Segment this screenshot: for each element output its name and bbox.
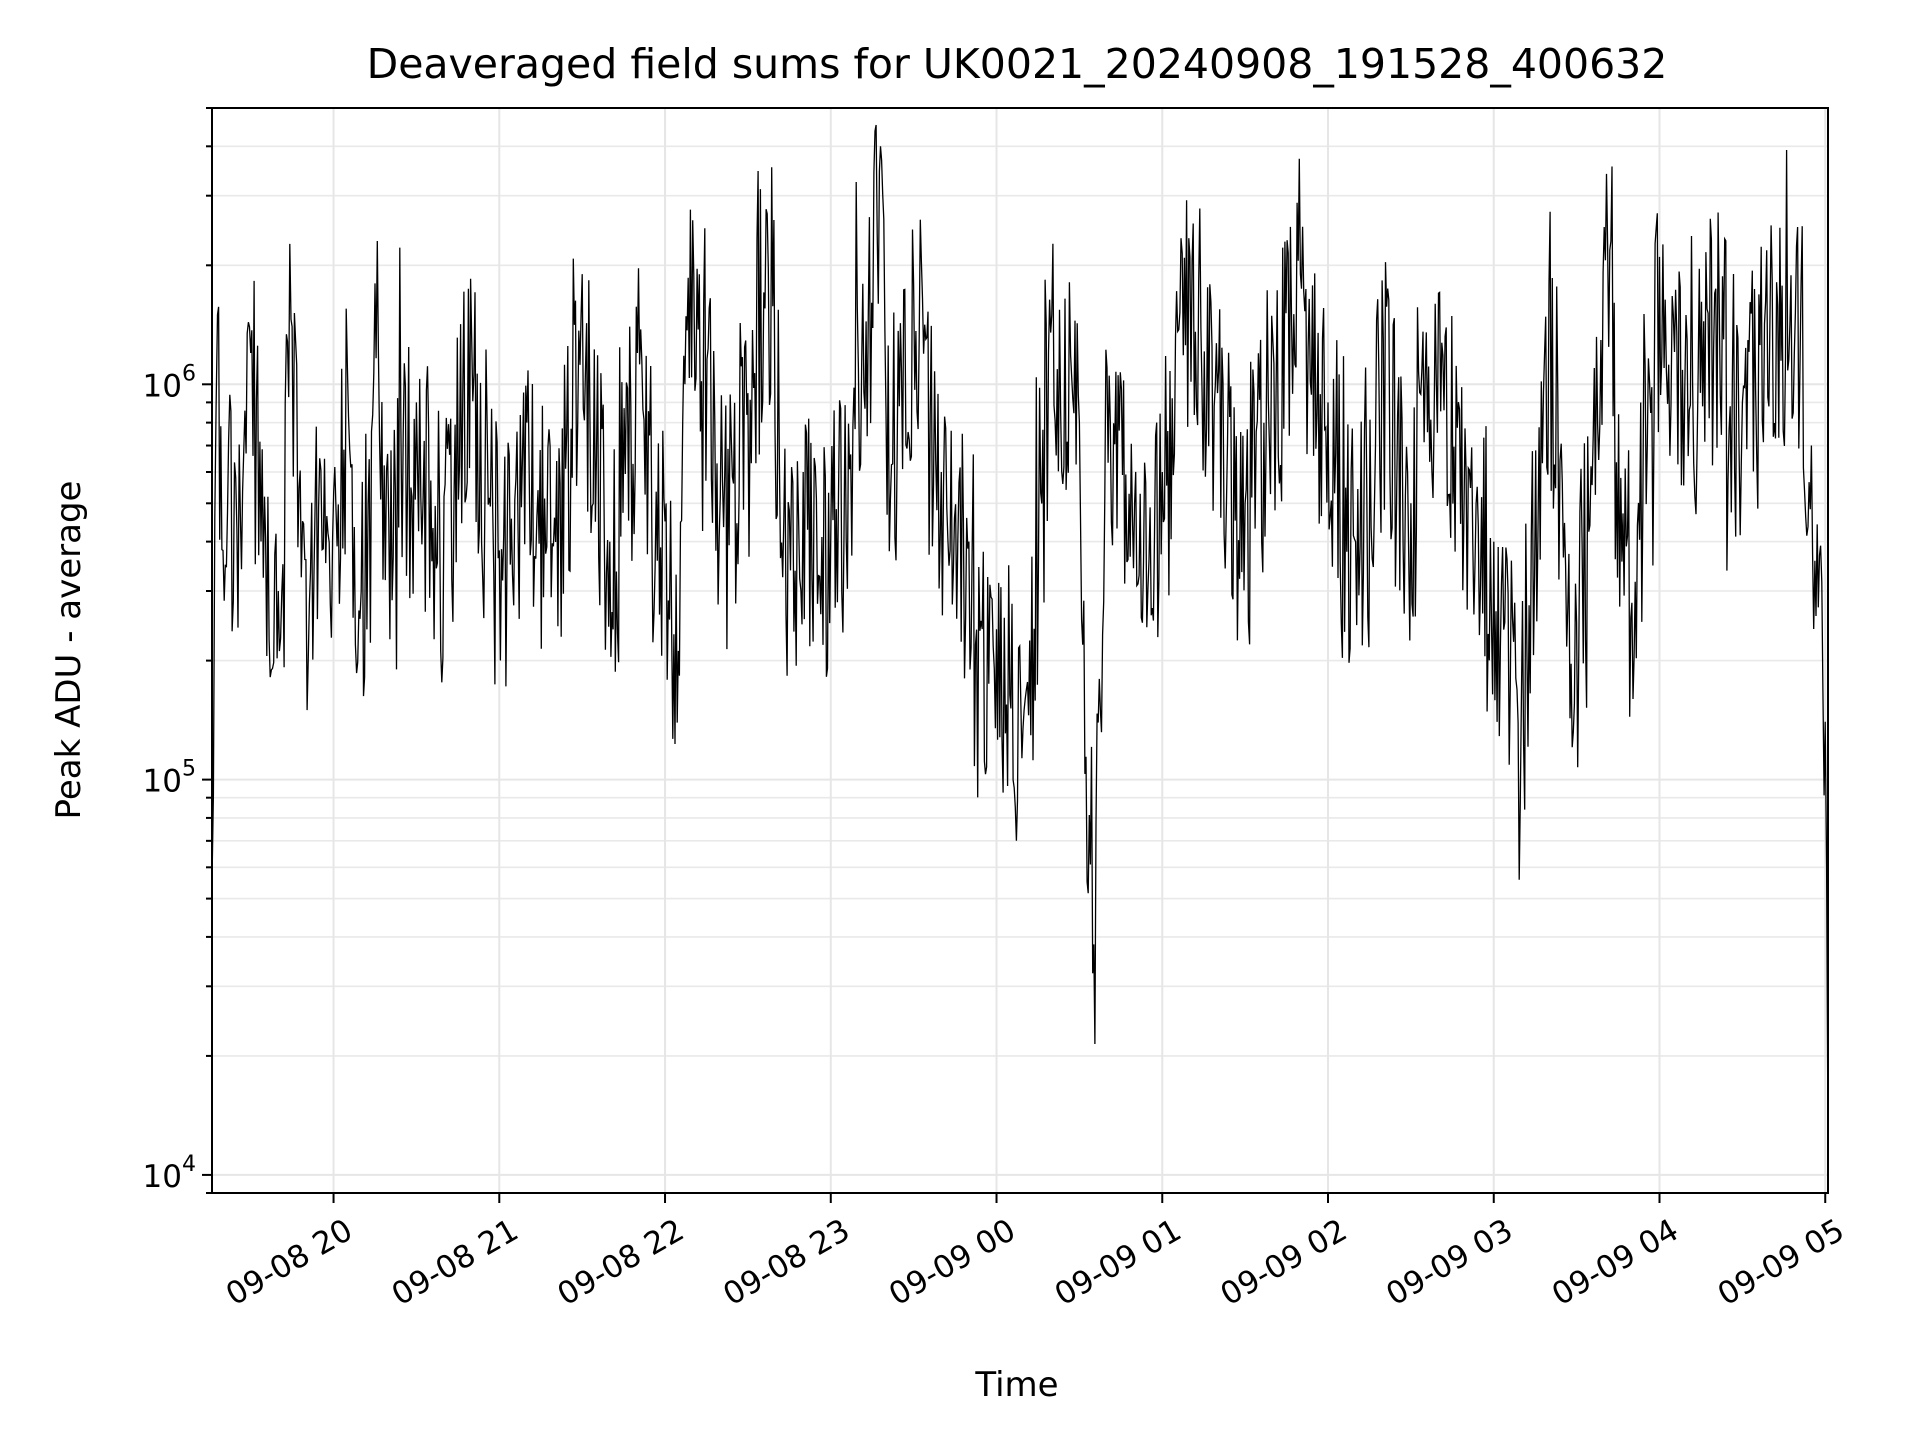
plot-frame xyxy=(211,107,1829,1194)
y-tick-label: 104 xyxy=(143,1152,196,1195)
chart-title: Deaveraged field sums for UK0021_2024090… xyxy=(367,40,1668,88)
y-tick-label: 106 xyxy=(143,361,196,404)
y-tick-label: 105 xyxy=(143,757,196,800)
data-series xyxy=(211,124,1829,1144)
y-axis-label: Peak ADU - average xyxy=(49,481,89,820)
y-axis: 104 105 106 xyxy=(143,107,212,1195)
x-axis-label: Time xyxy=(974,1365,1058,1405)
series-line xyxy=(211,124,1829,1144)
